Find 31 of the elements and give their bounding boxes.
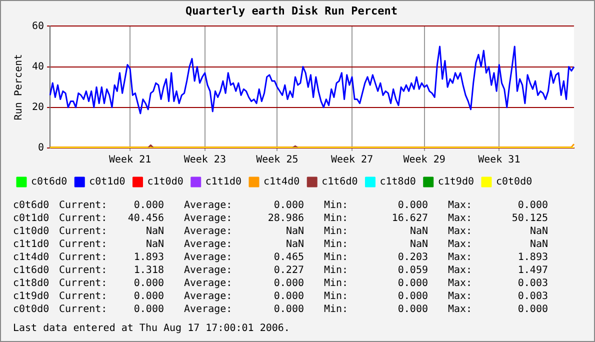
- legend-label: c0t1d0: [89, 176, 126, 188]
- text: c1t1d0 Current: NaN Average: NaN Min: NaN Max: NaN: [13, 239, 548, 250]
- y-tick-label: 40: [32, 61, 44, 72]
- legend-label: c1t0d0: [147, 176, 184, 188]
- legend-label: c1t1d0: [205, 176, 242, 188]
- chart-title: Quarterly earth Disk Run Percent: [186, 4, 398, 18]
- x-tick-label: Week 31: [478, 154, 520, 166]
- y-tick-label: 0: [38, 142, 44, 154]
- x-tick-label: Week 29: [403, 154, 446, 166]
- legend-label: c1t8d0: [380, 176, 416, 188]
- text: c1t6d0 Current: 1.318 Average: 0.227 Min: 0.059 Max: 1.497: [13, 265, 548, 276]
- legend-label: c1t6d0: [322, 176, 358, 188]
- text: c1t8d0 Current: 0.000 Average: 0.000 Min: 0.000 Max: 0.003: [13, 278, 548, 289]
- legend-label: c1t4d0: [263, 176, 300, 188]
- x-tick-label: Week 21: [108, 154, 152, 166]
- y-tick-label: 60: [32, 20, 44, 32]
- text: Last data entered at Thu Aug 17 17:00:01 2006.: [13, 322, 291, 335]
- text: c0t0d0 Current: 0.000 Average: 0.000 Min: 0.000 Max: 0.000: [13, 304, 548, 315]
- text: c1t4d0 Current: 1.893 Average: 0.465 Min: 0.203 Max: 1.893: [13, 252, 548, 263]
- x-tick-label: Week 25: [256, 154, 298, 166]
- x-tick-label: Week 27: [330, 154, 374, 166]
- text: c0t1d0 Current: 40.456 Average: 28.986 Min: 16.627 Max: 50.125: [13, 213, 548, 224]
- text: c1t0d0 Current: NaN Average: NaN Min: NaN Max: NaN: [13, 226, 548, 237]
- legend-label: c0t0d0: [496, 176, 532, 188]
- legend-label: c0t6d0: [31, 176, 68, 188]
- legend-label: c1t9d0: [438, 176, 474, 188]
- y-tick-label: 20: [32, 102, 44, 113]
- text: c0t6d0 Current: 0.000 Average: 0.000 Min: 0.000 Max: 0.000: [13, 200, 548, 211]
- x-tick-label: Week 23: [184, 154, 226, 166]
- text: c1t9d0 Current: 0.000 Average: 0.000 Min: 0.000 Max: 0.003: [13, 291, 548, 302]
- y-axis-title: Run Percent: [14, 54, 25, 120]
